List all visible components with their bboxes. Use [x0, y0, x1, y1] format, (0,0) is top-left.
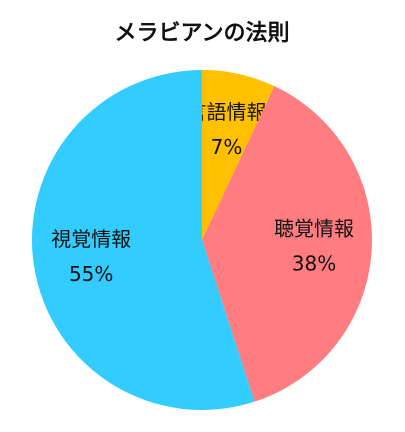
slice-value-label: 55% [69, 262, 113, 286]
slice-label: 視覚情報 [51, 227, 131, 251]
pie-slice [31, 70, 255, 410]
slice-value-label: 38% [292, 252, 336, 276]
slice-label: 聴覚情報 [274, 217, 354, 241]
slice-value-label: 7% [211, 135, 243, 159]
pie-slice [202, 70, 275, 240]
pie-slice [202, 86, 372, 402]
chart-title: メラビアンの法則 [114, 21, 289, 46]
